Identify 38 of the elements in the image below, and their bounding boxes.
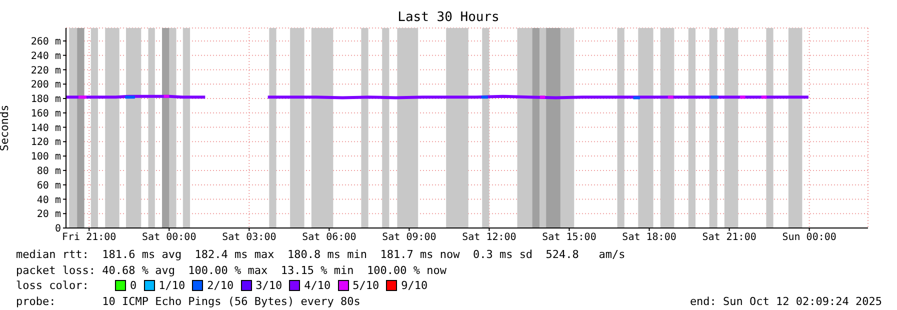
legend-label: 3/10	[256, 278, 282, 294]
x-tick-label: Sat 09:00	[382, 232, 436, 244]
y-tick-label: 0	[54, 224, 61, 235]
x-tick-label: Sat 12:00	[462, 232, 516, 244]
y-tick-label: 260 m	[30, 36, 61, 48]
x-tick-label: Sat 06:00	[302, 232, 356, 244]
y-tick-label: 60 m	[36, 180, 61, 192]
legend-label: 5/10	[352, 278, 380, 294]
y-tick-label: 20 m	[36, 209, 61, 220]
y-tick-label: 120 m	[30, 137, 61, 148]
y-tick-label: 180 m	[30, 94, 61, 106]
y-tick-label: 40 m	[36, 194, 61, 206]
legend-label: 9/10	[401, 278, 428, 294]
text: probe: 10 ICMP Echo Pings (56 Bytes) every 80s	[16, 294, 360, 309]
y-tick-label: 200 m	[30, 80, 61, 91]
y-tick-label: 140 m	[30, 122, 61, 134]
y-tick-label: 160 m	[30, 108, 61, 120]
text: median rtt: 181.6 ms avg 182.4 ms max 180.8 ms min 181.7 ms now 0.3 ms sd 524.8 am/s	[16, 247, 626, 262]
x-tick-label: Sat 03:00	[222, 232, 276, 244]
chart-title: Last 30 Hours	[396, 10, 500, 25]
x-tick-label: Sat 21:00	[702, 232, 756, 244]
x-tick-label: Sat 15:00	[542, 232, 596, 244]
text: packet loss: 40.68 % avg 100.00 % max 13.15 % min 100.00 % now	[16, 262, 448, 278]
y-tick-label: 80 m	[36, 166, 61, 177]
legend-label: 0	[130, 278, 137, 294]
legend-label: 2/10	[207, 278, 234, 294]
x-tick-label: Fri 21:00	[62, 232, 116, 244]
y-tick-label: 100 m	[30, 152, 61, 163]
x-tick-label: Sun 00:00	[782, 232, 836, 244]
text: end: Sun Oct 12 02:09:24 2025	[690, 294, 882, 309]
x-tick-label: Sat 00:00	[142, 232, 196, 244]
y-axis-title: Seconds	[0, 104, 11, 152]
legend-label: 4/10	[304, 278, 331, 294]
y-tick-label: 240 m	[30, 50, 61, 62]
x-tick-label: Sat 18:00	[622, 232, 676, 244]
legend-title: loss color:	[16, 278, 90, 294]
legend-label: 1/10	[158, 278, 186, 294]
y-tick-label: 220 m	[30, 65, 61, 76]
